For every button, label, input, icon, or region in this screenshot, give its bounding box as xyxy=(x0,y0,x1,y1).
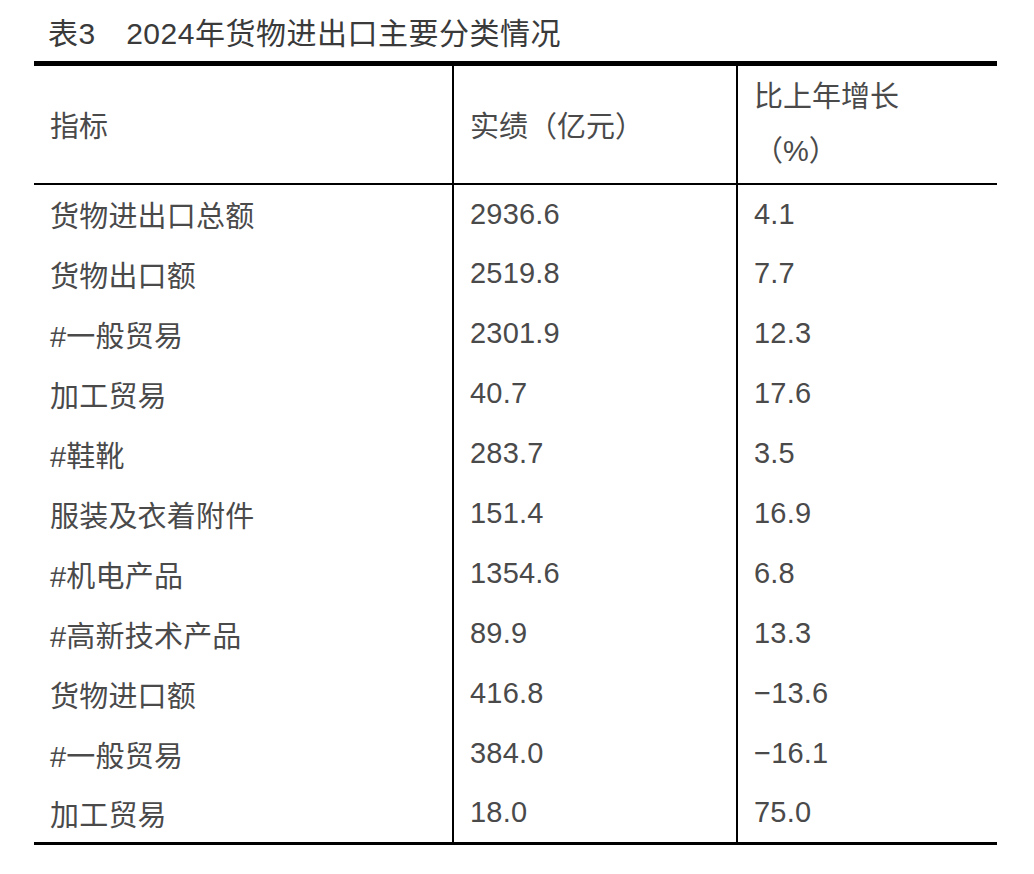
growth-cell: 12.3 xyxy=(737,304,997,364)
header-indicator: 指标 xyxy=(34,64,453,184)
header-growth: 比上年增长 （%） xyxy=(737,64,997,184)
growth-cell: 7.7 xyxy=(737,244,997,304)
indicator-cell: #机电产品 xyxy=(34,544,453,604)
indicator-cell: #高新技术产品 xyxy=(34,604,453,664)
value-cell: 2301.9 xyxy=(453,304,737,364)
growth-cell: 4.1 xyxy=(737,184,997,244)
indicator-cell: #鞋靴 xyxy=(34,424,453,484)
value-cell: 2519.8 xyxy=(453,244,737,304)
header-row: 指标 实绩（亿元） 比上年增长 （%） xyxy=(34,64,997,184)
growth-cell: 6.8 xyxy=(737,544,997,604)
growth-cell: −13.6 xyxy=(737,664,997,724)
table-row: 服装及衣着附件 151.4 16.9 xyxy=(34,484,997,544)
value-cell: 89.9 xyxy=(453,604,737,664)
table-row: 加工贸易 40.7 17.6 xyxy=(34,364,997,424)
header-growth-line2: （%） xyxy=(754,124,997,178)
indicator-cell: 服装及衣着附件 xyxy=(34,484,453,544)
indicator-cell: #一般贸易 xyxy=(34,724,453,784)
table-body: 货物进出口总额 2936.6 4.1 货物出口额 2519.8 7.7 #一般贸… xyxy=(34,184,997,844)
table-row: #一般贸易 384.0 −16.1 xyxy=(34,724,997,784)
growth-cell: 16.9 xyxy=(737,484,997,544)
value-cell: 40.7 xyxy=(453,364,737,424)
trade-classification-table: 指标 实绩（亿元） 比上年增长 （%） 货物进出口总额 2936.6 4.1 货… xyxy=(34,61,997,845)
growth-cell: 3.5 xyxy=(737,424,997,484)
table-title: 表3 2024年货物进出口主要分类情况 xyxy=(48,16,561,52)
indicator-cell: 加工贸易 xyxy=(34,784,453,844)
table-row: #一般贸易 2301.9 12.3 xyxy=(34,304,997,364)
table-row: 货物进出口总额 2936.6 4.1 xyxy=(34,184,997,244)
header-growth-line1: 比上年增长 xyxy=(754,70,997,124)
value-cell: 2936.6 xyxy=(453,184,737,244)
page: 表3 2024年货物进出口主要分类情况 指标 实绩（亿元） 比上年增长 （%） … xyxy=(0,0,1034,874)
table-row: 加工贸易 18.0 75.0 xyxy=(34,784,997,844)
value-cell: 1354.6 xyxy=(453,544,737,604)
table-row: #机电产品 1354.6 6.8 xyxy=(34,544,997,604)
table-header: 指标 实绩（亿元） 比上年增长 （%） xyxy=(34,64,997,184)
indicator-cell: 货物进出口总额 xyxy=(34,184,453,244)
header-value: 实绩（亿元） xyxy=(453,64,737,184)
indicator-cell: #一般贸易 xyxy=(34,304,453,364)
value-cell: 151.4 xyxy=(453,484,737,544)
value-cell: 283.7 xyxy=(453,424,737,484)
indicator-cell: 货物进口额 xyxy=(34,664,453,724)
growth-cell: 17.6 xyxy=(737,364,997,424)
growth-cell: 75.0 xyxy=(737,784,997,844)
table-row: #高新技术产品 89.9 13.3 xyxy=(34,604,997,664)
value-cell: 416.8 xyxy=(453,664,737,724)
table-row: 货物出口额 2519.8 7.7 xyxy=(34,244,997,304)
value-cell: 384.0 xyxy=(453,724,737,784)
growth-cell: 13.3 xyxy=(737,604,997,664)
table-row: 货物进口额 416.8 −13.6 xyxy=(34,664,997,724)
growth-cell: −16.1 xyxy=(737,724,997,784)
indicator-cell: 货物出口额 xyxy=(34,244,453,304)
table-row: #鞋靴 283.7 3.5 xyxy=(34,424,997,484)
indicator-cell: 加工贸易 xyxy=(34,364,453,424)
value-cell: 18.0 xyxy=(453,784,737,844)
